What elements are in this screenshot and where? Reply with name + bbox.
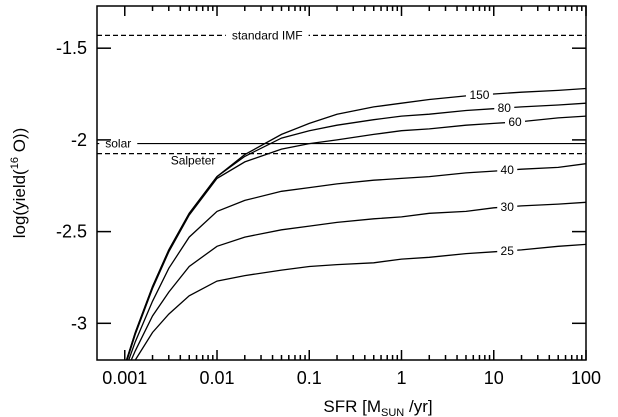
- curve-label-bg: [497, 164, 518, 177]
- x-tick-label: 1: [396, 368, 406, 388]
- y-axis-ticks: -1.5 -2 -2.5 -3: [56, 38, 586, 333]
- reference-label-solar: solar: [105, 137, 131, 151]
- curve-label-150: 150: [469, 88, 489, 102]
- x-tick-label: 0.01: [199, 368, 234, 388]
- curve-label-bg: [497, 200, 518, 213]
- y-tick-label: -2: [71, 130, 87, 150]
- curve-mass-80: [125, 102, 586, 360]
- curve-label-bg: [505, 115, 526, 128]
- curve-mass-40: [128, 163, 586, 360]
- curve-label-bg: [465, 88, 493, 101]
- curve-label-25: 25: [501, 244, 515, 258]
- reference-label-salpeter: Salpeter: [171, 154, 216, 168]
- curve-mass-25: [134, 243, 586, 360]
- curve-mass-30: [130, 201, 586, 360]
- curve-mass-60: [126, 115, 586, 360]
- plot-frame: [96, 5, 587, 361]
- x-tick-label: 0.1: [297, 368, 322, 388]
- x-tick-label: 10: [484, 368, 504, 388]
- x-tick-label: 0.001: [102, 368, 147, 388]
- curve-label-40: 40: [501, 163, 515, 177]
- curve-label-80: 80: [498, 101, 512, 115]
- curve-label-bg: [494, 102, 515, 115]
- x-tick-label: 100: [571, 368, 601, 388]
- curve-label-60: 60: [508, 115, 522, 129]
- yield-curves: [125, 87, 586, 360]
- y-axis-title: log(yield(16 O)): [9, 128, 29, 239]
- y-tick-label: -1.5: [56, 38, 87, 58]
- y-tick-label: -2.5: [56, 222, 87, 242]
- curve-mass-150: [125, 87, 586, 360]
- reference-label-bg: [225, 29, 309, 42]
- y-tick-label: -3: [71, 313, 87, 333]
- reference-label-standard-imf: standard IMF: [232, 28, 303, 42]
- x-axis-ticks: 0.001 0.01 0.1 1 10 100: [102, 6, 601, 388]
- curve-label-bg: [497, 244, 518, 257]
- curve-label-30: 30: [501, 200, 515, 214]
- x-axis-title: SFR [MSUN /yr]: [323, 397, 432, 417]
- reference-line-labels: standard IMF solar Salpeter: [99, 28, 309, 168]
